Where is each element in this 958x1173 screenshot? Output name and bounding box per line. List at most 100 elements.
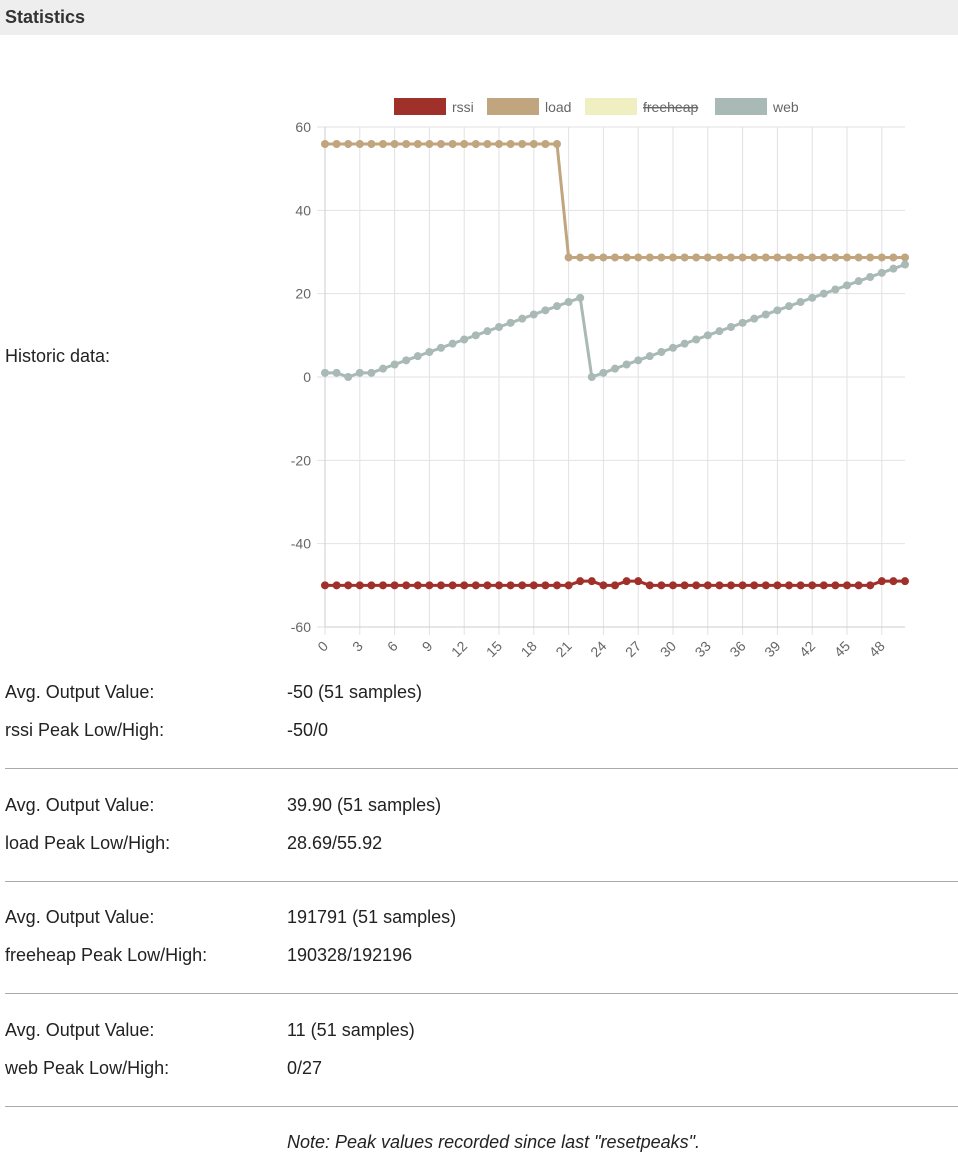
- x-tick-label: 15: [483, 638, 505, 660]
- point: [692, 253, 701, 262]
- point: [773, 581, 782, 590]
- point: [495, 323, 503, 331]
- y-tick-label: -60: [291, 619, 311, 635]
- point: [901, 253, 909, 262]
- point: [367, 140, 376, 148]
- point: [831, 285, 840, 294]
- stat-label: load Peak Low/High:: [5, 832, 171, 853]
- point: [437, 343, 445, 352]
- stat-label: Avg. Output Value:: [5, 682, 155, 702]
- point: [645, 253, 654, 262]
- point: [471, 581, 480, 590]
- point: [599, 253, 608, 262]
- x-tick-label: 24: [587, 638, 609, 660]
- point: [425, 348, 434, 356]
- point: [529, 581, 538, 590]
- point: [785, 581, 793, 590]
- point: [727, 581, 735, 590]
- point: [843, 581, 851, 590]
- legend-label: web: [772, 99, 799, 115]
- point: [599, 581, 608, 590]
- stat-label: Avg. Output Value:: [5, 794, 155, 815]
- point: [889, 253, 898, 262]
- point: [622, 360, 631, 369]
- point: [808, 293, 817, 302]
- point: [738, 581, 747, 590]
- point: [355, 368, 364, 377]
- point: [843, 281, 851, 290]
- point: [796, 581, 805, 590]
- y-tick-label: -20: [291, 452, 311, 468]
- point: [321, 140, 329, 148]
- point: [460, 335, 469, 344]
- point: [506, 318, 515, 327]
- point: [471, 331, 480, 340]
- point: [761, 253, 770, 262]
- point: [390, 360, 399, 369]
- stat-label: Avg. Output Value:: [5, 1019, 155, 1040]
- legend-swatch: [487, 98, 539, 115]
- header-title: Statistics: [0, 0, 958, 35]
- point: [669, 343, 677, 352]
- line: [325, 142, 905, 259]
- point: [634, 356, 643, 365]
- point: [402, 140, 411, 148]
- point: [460, 140, 469, 148]
- point: [495, 581, 503, 590]
- point: [738, 318, 747, 327]
- stat-label: rssi Peak Low/High:: [5, 720, 165, 740]
- stat-value: 39.90 (51 samples): [287, 794, 442, 815]
- x-tick-label: 27: [622, 638, 644, 660]
- point: [576, 253, 585, 262]
- point: [402, 581, 411, 590]
- point: [437, 581, 445, 590]
- x-tick-label: 12: [448, 638, 470, 660]
- point: [808, 581, 817, 590]
- point: [692, 335, 701, 344]
- point: [657, 348, 666, 356]
- point: [703, 331, 712, 340]
- separator: [5, 880, 958, 882]
- point: [761, 581, 770, 590]
- point: [715, 327, 724, 336]
- point: [413, 352, 422, 361]
- point: [866, 253, 875, 262]
- point: [703, 581, 712, 590]
- point: [819, 289, 828, 298]
- x-tick-label: 33: [692, 638, 714, 660]
- point: [321, 581, 329, 590]
- point: [576, 577, 585, 586]
- point: [344, 581, 353, 590]
- point: [332, 368, 341, 377]
- point: [518, 314, 527, 323]
- x-tick-label: 36: [726, 638, 748, 660]
- point: [866, 273, 875, 281]
- point: [901, 260, 909, 269]
- point: [854, 253, 863, 262]
- point: [587, 373, 596, 381]
- point: [785, 253, 793, 262]
- point: [587, 253, 596, 262]
- point: [518, 140, 527, 148]
- point: [750, 581, 759, 590]
- point: [483, 327, 492, 336]
- point: [889, 577, 898, 586]
- x-tick-label: 0: [314, 638, 331, 655]
- point: [344, 140, 353, 148]
- x-tick-label: 21: [552, 638, 574, 660]
- x-tick-label: 48: [866, 638, 888, 660]
- x-tick-label: 42: [796, 638, 818, 660]
- point: [460, 581, 469, 590]
- stat-value: -50/0: [287, 720, 329, 740]
- point: [332, 581, 341, 590]
- stat-value: 190328/192196: [287, 945, 413, 965]
- point: [843, 253, 851, 262]
- point: [645, 581, 654, 590]
- point: [877, 268, 886, 277]
- point: [831, 581, 840, 590]
- point: [379, 581, 387, 590]
- y-tick-label: 0: [303, 369, 311, 385]
- point: [553, 140, 561, 148]
- point: [599, 368, 608, 377]
